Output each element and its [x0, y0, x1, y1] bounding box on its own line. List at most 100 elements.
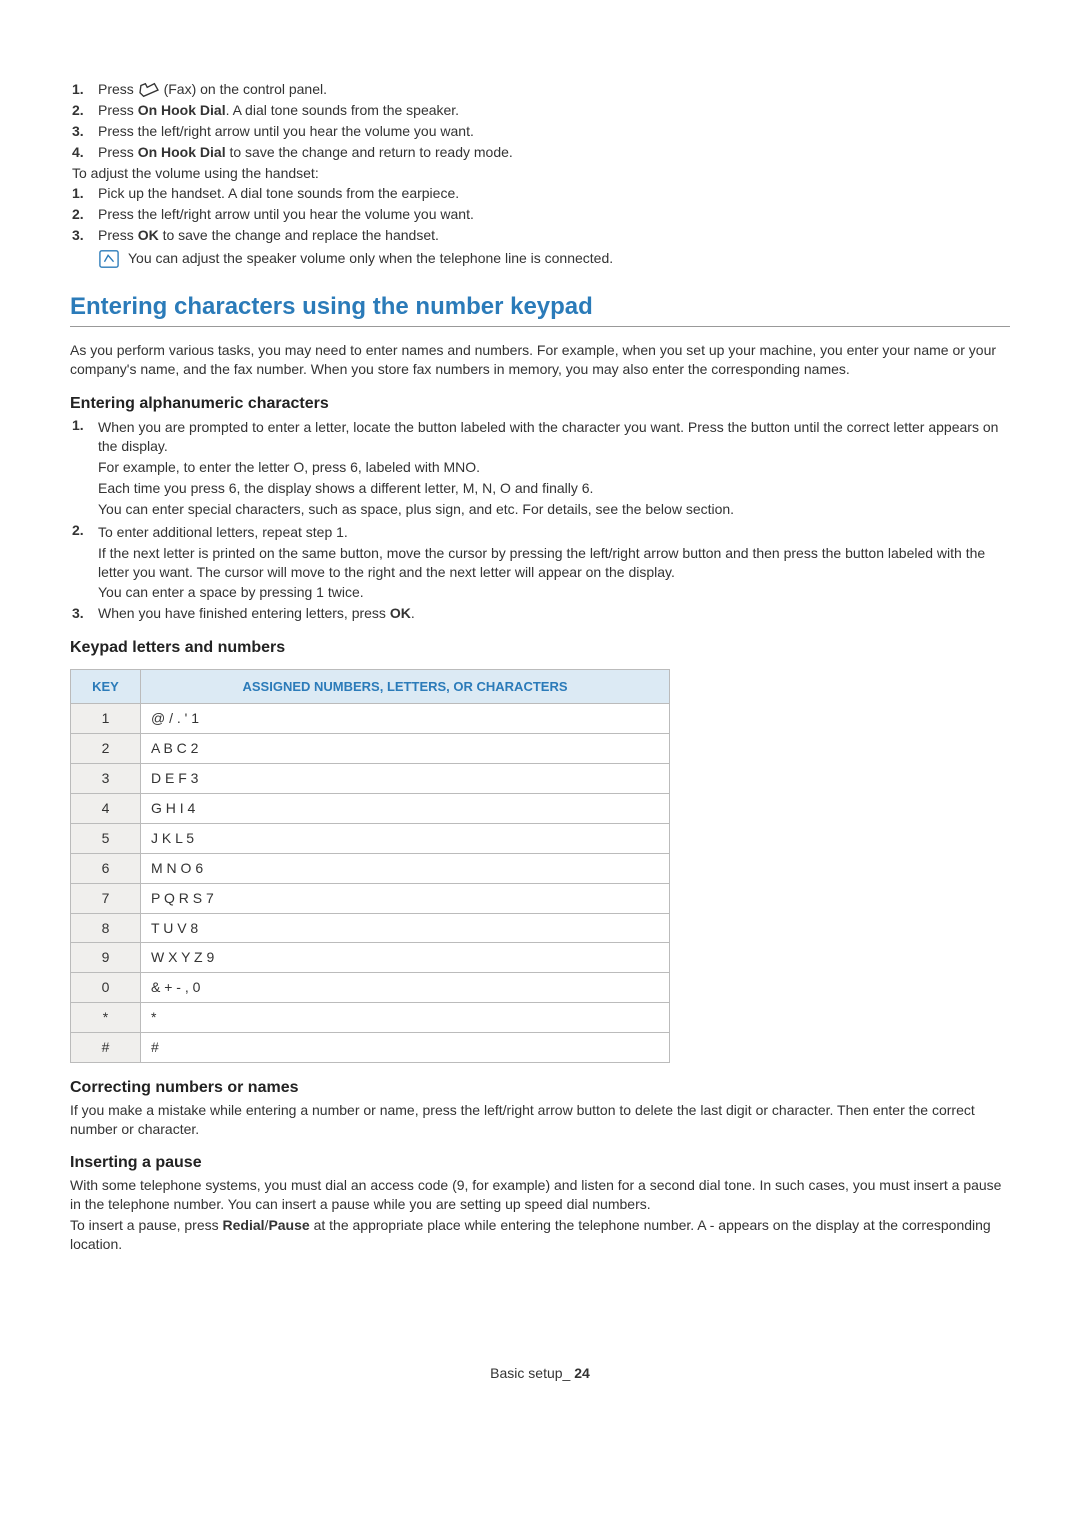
table-row: ## [71, 1033, 670, 1063]
text: To insert a pause, press [70, 1217, 223, 1233]
item-number: 2. [70, 521, 98, 603]
list-item: 3. Press the left/right arrow until you … [70, 122, 1010, 141]
bold-text: On Hook Dial [138, 144, 226, 160]
text: Press [98, 144, 138, 160]
subheading-pause: Inserting a pause [70, 1152, 1010, 1174]
list-item: 2. Press the left/right arrow until you … [70, 205, 1010, 224]
subheading-correcting: Correcting numbers or names [70, 1077, 1010, 1099]
table-row: 3D E F 3 [71, 764, 670, 794]
note-text: You can adjust the speaker volume only w… [128, 249, 613, 268]
val-cell: W X Y Z 9 [141, 943, 670, 973]
speaker-volume-list: 1. Press (Fax) on the control panel. 2. … [70, 80, 1010, 162]
item-body: When you are prompted to enter a letter,… [98, 416, 1010, 518]
val-cell: @ / . ' 1 [141, 704, 670, 734]
key-cell: 1 [71, 704, 141, 734]
item-number: 4. [70, 143, 98, 162]
section-rule [70, 326, 1010, 327]
key-cell: 2 [71, 734, 141, 764]
item-body: Press the left/right arrow until you hea… [98, 205, 1010, 224]
note-icon [98, 249, 120, 269]
val-cell: T U V 8 [141, 913, 670, 943]
key-cell: * [71, 1003, 141, 1033]
bold-text: Pause [268, 1217, 309, 1233]
text: Press [98, 227, 138, 243]
text: If the next letter is printed on the sam… [98, 544, 1010, 582]
key-cell: 3 [71, 764, 141, 794]
val-cell: M N O 6 [141, 853, 670, 883]
list-item: 1. Pick up the handset. A dial tone soun… [70, 184, 1010, 203]
list-item: 2. To enter additional letters, repeat s… [70, 521, 1010, 603]
keypad-table: KEY ASSIGNED NUMBERS, LETTERS, OR CHARAC… [70, 669, 670, 1063]
pause-paragraph-2: To insert a pause, press Redial/Pause at… [70, 1216, 1010, 1254]
key-cell: 0 [71, 973, 141, 1003]
table-row: 1@ / . ' 1 [71, 704, 670, 734]
key-cell: 4 [71, 794, 141, 824]
val-cell: * [141, 1003, 670, 1033]
text: . A dial tone sounds from the speaker. [226, 102, 459, 118]
footer-sep: _ [563, 1365, 575, 1381]
table-header-assigned: ASSIGNED NUMBERS, LETTERS, OR CHARACTERS [141, 669, 670, 704]
text: Each time you press 6, the display shows… [98, 479, 1010, 498]
bold-text: Redial [223, 1217, 265, 1233]
table-row: 4G H I 4 [71, 794, 670, 824]
footer-page: 24 [574, 1365, 590, 1381]
item-body: Press On Hook Dial. A dial tone sounds f… [98, 101, 1010, 120]
fax-icon [138, 81, 160, 99]
list-item: 2. Press On Hook Dial. A dial tone sound… [70, 101, 1010, 120]
list-item: 3. Press OK to save the change and repla… [70, 226, 1010, 245]
table-row: ** [71, 1003, 670, 1033]
alpha-list: 1. When you are prompted to enter a lett… [70, 416, 1010, 623]
item-body: When you have finished entering letters,… [98, 604, 1010, 623]
item-number: 2. [70, 101, 98, 120]
item-body: Press On Hook Dial to save the change an… [98, 143, 1010, 162]
text: (Fax) on the control panel. [164, 81, 327, 97]
note-row: You can adjust the speaker volume only w… [70, 249, 1010, 269]
item-number: 3. [70, 122, 98, 141]
key-cell: 5 [71, 823, 141, 853]
key-cell: 6 [71, 853, 141, 883]
item-body: Press (Fax) on the control panel. [98, 80, 1010, 99]
footer-label: Basic setup [490, 1365, 562, 1381]
table-row: 7P Q R S 7 [71, 883, 670, 913]
section-heading: Entering characters using the number key… [70, 291, 1010, 323]
list-item: 1. When you are prompted to enter a lett… [70, 416, 1010, 518]
item-body: To enter additional letters, repeat step… [98, 521, 1010, 603]
item-number: 1. [70, 80, 98, 99]
handset-intro: To adjust the volume using the handset: [70, 164, 1010, 183]
bold-text: On Hook Dial [138, 102, 226, 118]
text: to save the change and return to ready m… [226, 144, 513, 160]
pause-paragraph-1: With some telephone systems, you must di… [70, 1176, 1010, 1214]
val-cell: G H I 4 [141, 794, 670, 824]
item-body: Pick up the handset. A dial tone sounds … [98, 184, 1010, 203]
key-cell: # [71, 1033, 141, 1063]
table-header-key: KEY [71, 669, 141, 704]
item-number: 3. [70, 604, 98, 623]
item-number: 1. [70, 416, 98, 518]
text: You can enter a space by pressing 1 twic… [98, 583, 1010, 602]
table-row: 6M N O 6 [71, 853, 670, 883]
item-body: Press OK to save the change and replace … [98, 226, 1010, 245]
text: You can enter special characters, such a… [98, 500, 1010, 519]
handset-volume-list: 1. Pick up the handset. A dial tone soun… [70, 184, 1010, 245]
text: To enter additional letters, repeat step… [98, 523, 1010, 542]
val-cell: J K L 5 [141, 823, 670, 853]
table-row: 2A B C 2 [71, 734, 670, 764]
text: When you are prompted to enter a letter,… [98, 418, 1010, 456]
key-cell: 7 [71, 883, 141, 913]
key-cell: 8 [71, 913, 141, 943]
key-cell: 9 [71, 943, 141, 973]
subheading-alpha: Entering alphanumeric characters [70, 393, 1010, 415]
text: Press [98, 102, 138, 118]
keypad-table-body: 1@ / . ' 1 2A B C 2 3D E F 3 4G H I 4 5J… [71, 704, 670, 1063]
intro-paragraph: As you perform various tasks, you may ne… [70, 341, 1010, 379]
val-cell: & + - , 0 [141, 973, 670, 1003]
text: For example, to enter the letter O, pres… [98, 458, 1010, 477]
text: to save the change and replace the hands… [159, 227, 439, 243]
val-cell: P Q R S 7 [141, 883, 670, 913]
subheading-keypad: Keypad letters and numbers [70, 637, 1010, 659]
correcting-paragraph: If you make a mistake while entering a n… [70, 1101, 1010, 1139]
item-number: 2. [70, 205, 98, 224]
item-number: 3. [70, 226, 98, 245]
list-item: 3. When you have finished entering lette… [70, 604, 1010, 623]
val-cell: D E F 3 [141, 764, 670, 794]
